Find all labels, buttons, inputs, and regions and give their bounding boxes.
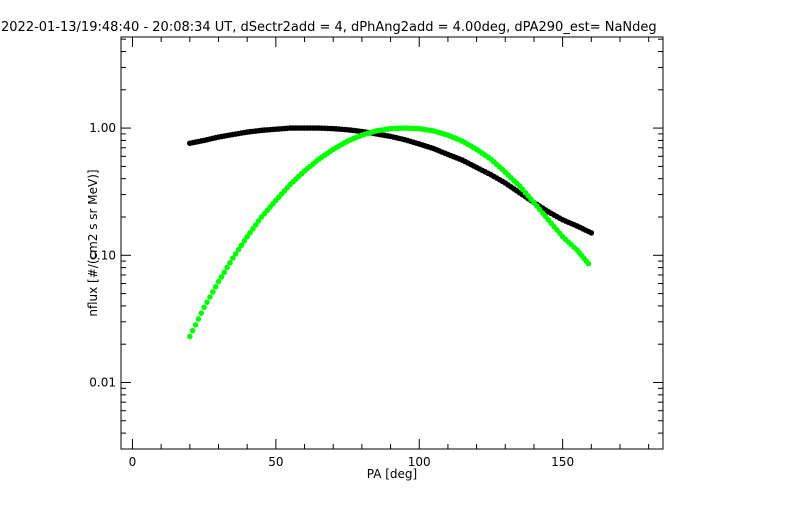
series-0 bbox=[187, 125, 595, 236]
data-point bbox=[189, 327, 196, 334]
data-point bbox=[195, 316, 202, 322]
y-axis-label: nflux [#/(cm2 s sr MeV)] bbox=[86, 169, 100, 316]
data-point bbox=[250, 226, 256, 232]
data-point bbox=[201, 304, 207, 311]
data-point bbox=[221, 269, 228, 276]
x-tick-label: 0 bbox=[129, 455, 137, 469]
data-point bbox=[585, 260, 592, 267]
data-point bbox=[192, 322, 199, 328]
plot-frame bbox=[120, 36, 664, 450]
data-point bbox=[255, 218, 262, 224]
data-point bbox=[252, 222, 259, 228]
data-point bbox=[187, 333, 193, 340]
data-point bbox=[198, 310, 205, 316]
data-point bbox=[224, 264, 230, 271]
data-point bbox=[230, 255, 236, 261]
data-point bbox=[247, 229, 253, 236]
data-point bbox=[241, 238, 248, 244]
y-tick-label: 0.01 bbox=[89, 375, 116, 389]
data-point bbox=[209, 289, 216, 295]
plot-border bbox=[120, 36, 664, 450]
data-point bbox=[232, 251, 239, 257]
y-tick-label: 1.00 bbox=[89, 121, 116, 135]
data-point bbox=[227, 260, 233, 266]
series-layer bbox=[187, 125, 595, 340]
x-axis-label: PA [deg] bbox=[367, 467, 417, 481]
data-point bbox=[244, 233, 250, 240]
x-tick-label: 50 bbox=[268, 455, 283, 469]
x-axis: 0 50 100 150 bbox=[129, 37, 650, 469]
data-point bbox=[212, 284, 219, 290]
data-point bbox=[204, 299, 210, 305]
data-point bbox=[588, 230, 595, 236]
x-tick-label: 150 bbox=[551, 455, 574, 469]
data-point bbox=[218, 274, 225, 280]
y-axis: 1.00 0.10 0.01 bbox=[89, 38, 663, 450]
chart-title: 2022-01-13/19:48:40 - 20:08:34 UT, dSect… bbox=[1, 20, 657, 35]
x-tick-label: 100 bbox=[408, 455, 431, 469]
data-point bbox=[238, 242, 245, 249]
series-1 bbox=[187, 125, 592, 340]
data-point bbox=[235, 246, 242, 253]
data-point bbox=[215, 278, 222, 285]
data-point bbox=[207, 294, 213, 300]
y-tick-label: 0.10 bbox=[89, 248, 116, 262]
